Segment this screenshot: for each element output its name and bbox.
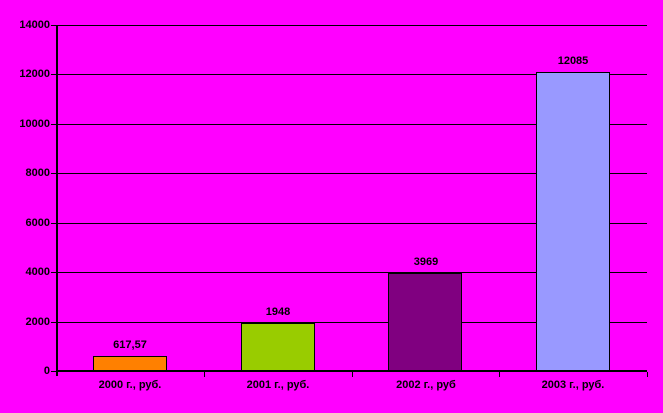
gridline (56, 124, 647, 125)
y-axis-tick (51, 74, 56, 75)
gridline (56, 272, 647, 273)
x-axis-label: 2001 г., руб. (246, 379, 310, 391)
y-axis-line (56, 25, 58, 376)
y-axis-tick (51, 173, 56, 174)
y-axis-label: 10000 (19, 118, 50, 130)
x-axis-tick (499, 372, 500, 377)
gridline (56, 74, 647, 75)
x-axis-line (56, 370, 647, 372)
y-axis-label: 12000 (19, 68, 50, 80)
bar-2002 (388, 273, 462, 371)
y-axis-tick (51, 272, 56, 273)
bar-value-label: 1948 (265, 306, 291, 318)
x-axis-tick (352, 372, 353, 377)
x-axis-label: 2003 г., руб. (541, 379, 605, 391)
y-axis-tick (51, 25, 56, 26)
y-axis-label: 14000 (19, 19, 50, 31)
y-axis-tick (51, 124, 56, 125)
y-axis-tick (51, 322, 56, 323)
bar-2003 (536, 72, 610, 371)
y-axis-label: 2000 (25, 316, 50, 328)
y-axis-label: 0 (43, 365, 50, 377)
bar-value-label: 12085 (557, 55, 589, 67)
bar-2000 (93, 356, 167, 371)
x-axis-label: 2000 г., руб. (98, 379, 162, 391)
y-axis-tick (51, 371, 56, 372)
y-axis-label: 8000 (25, 167, 50, 179)
gridline (56, 25, 647, 26)
gridline (56, 322, 647, 323)
x-axis-tick (204, 372, 205, 377)
bar-value-label: 3969 (413, 256, 439, 268)
gridline (56, 173, 647, 174)
bar-2001 (241, 323, 315, 371)
y-axis-label: 6000 (25, 217, 50, 229)
y-axis-tick (51, 223, 56, 224)
x-axis-label: 2002 г., руб (396, 379, 456, 391)
gridline (56, 223, 647, 224)
x-axis-tick (647, 372, 648, 377)
y-axis-label: 4000 (25, 266, 50, 278)
bar-value-label: 617,57 (113, 339, 147, 351)
